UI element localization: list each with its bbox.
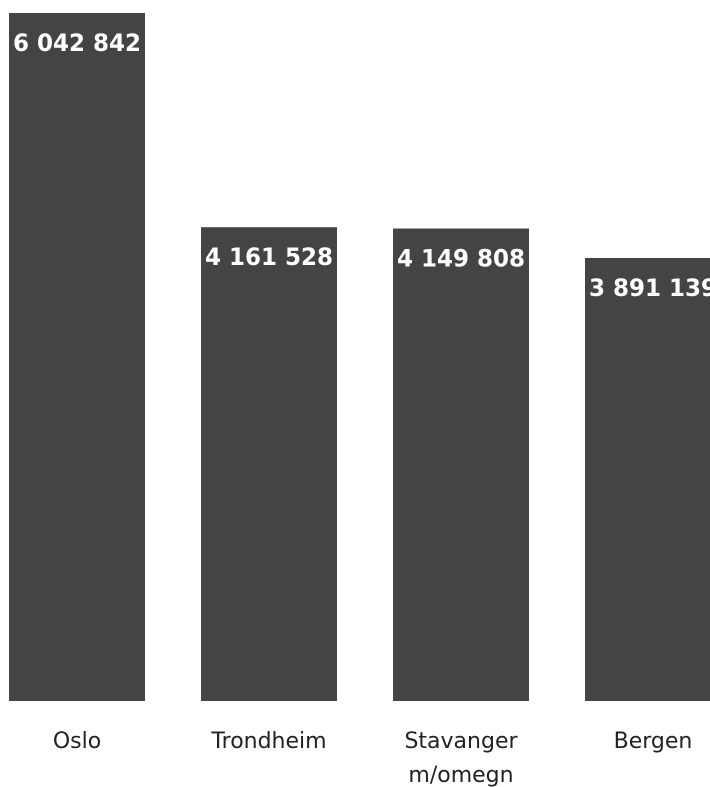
bar-bergen — [585, 257, 710, 701]
category-label: Stavanger m/omegn — [404, 729, 518, 787]
value-label: 6 042 842 — [13, 29, 141, 57]
category-label-line: Stavanger — [404, 729, 518, 754]
category-labels-group: Oslo Trondheim Stavanger m/omegn Bergen — [53, 729, 693, 787]
value-labels-group: 6 042 842 4 161 528 4 149 808 3 891 139 — [13, 29, 710, 302]
category-label-line: m/omegn — [408, 763, 513, 787]
bar-stavanger-m-omegn — [393, 228, 529, 702]
bars-group — [9, 13, 710, 702]
category-label-line: Trondheim — [210, 729, 326, 754]
value-label: 4 149 808 — [397, 245, 525, 273]
category-label: Oslo — [53, 729, 101, 754]
value-label: 3 891 139 — [589, 274, 710, 302]
category-label-line: Oslo — [53, 729, 101, 754]
category-label: Bergen — [614, 729, 693, 754]
bar-trondheim — [201, 227, 337, 701]
value-label: 4 161 528 — [205, 243, 333, 271]
category-label: Trondheim — [210, 729, 326, 754]
bar-oslo — [9, 13, 145, 701]
category-label-line: Bergen — [614, 729, 693, 754]
